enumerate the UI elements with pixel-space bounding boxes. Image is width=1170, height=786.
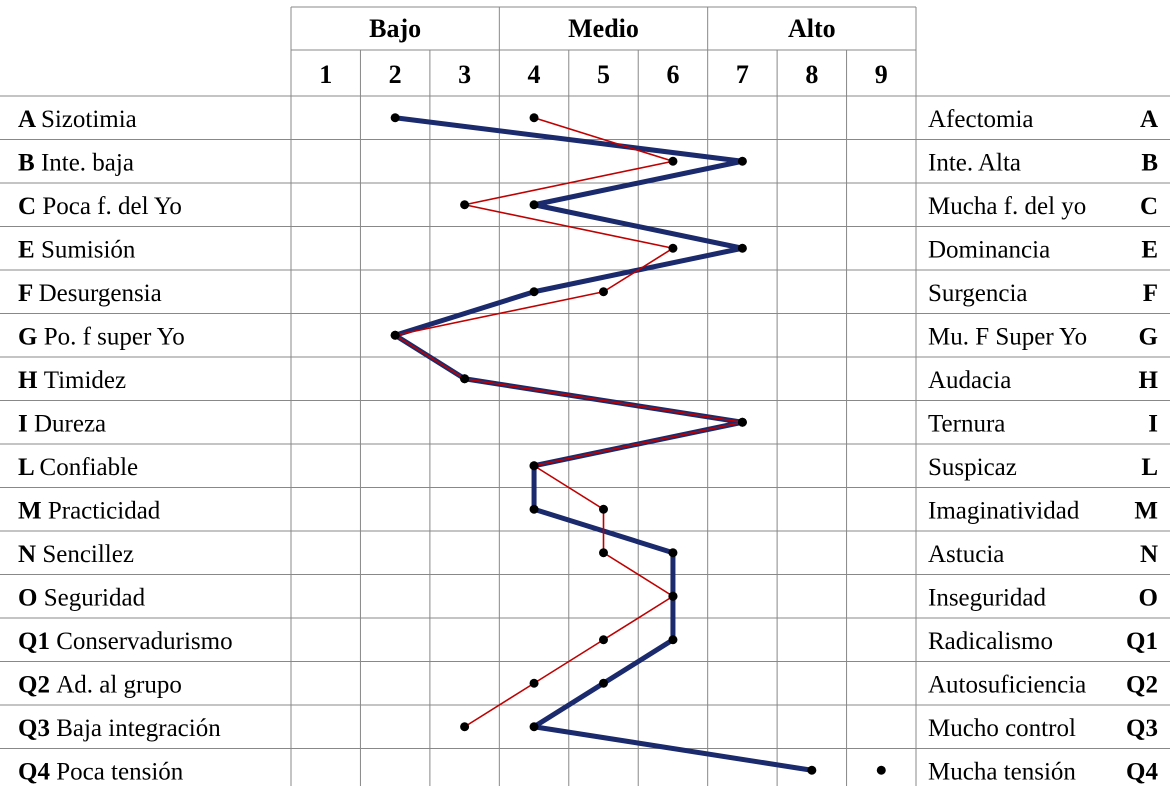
factor-low-label: O Seguridad bbox=[18, 584, 146, 611]
factor-low-label: E Sumisión bbox=[18, 236, 136, 263]
data-point bbox=[737, 243, 747, 253]
data-point bbox=[599, 287, 608, 297]
data-point bbox=[737, 417, 747, 427]
data-point bbox=[390, 113, 400, 123]
factor-high-code: Q2 bbox=[1126, 671, 1158, 698]
data-point bbox=[599, 635, 608, 645]
data-point bbox=[668, 243, 678, 253]
factor-low-label: B Inte. baja bbox=[18, 149, 134, 176]
factor-high-code: Q1 bbox=[1126, 628, 1158, 655]
data-point bbox=[460, 374, 470, 384]
factor-low-label: F Desurgensia bbox=[18, 280, 162, 307]
data-point bbox=[460, 722, 470, 732]
factor-low-label: G Po. f super Yo bbox=[18, 323, 185, 350]
factor-high-code: N bbox=[1140, 541, 1158, 568]
band-label: Alto bbox=[788, 14, 836, 43]
factor-low-label: Q4 Poca tensión bbox=[18, 758, 184, 785]
factor-high-code: Q4 bbox=[1126, 758, 1158, 785]
data-point bbox=[668, 591, 678, 601]
data-point bbox=[668, 635, 678, 645]
left-factor-labels: A Sizotimia B Inte. baja C Poca f. del Yo E… bbox=[18, 106, 233, 786]
factor-low-label: M Practicidad bbox=[18, 497, 161, 524]
factor-high-label: Astucia bbox=[928, 541, 1004, 568]
factor-low-label: Q2 Ad. al grupo bbox=[18, 671, 182, 698]
x-tick-label: 3 bbox=[458, 60, 471, 89]
factor-high-code: E bbox=[1141, 236, 1158, 263]
x-tick-label: 4 bbox=[528, 60, 541, 89]
series-points bbox=[390, 113, 886, 775]
data-point bbox=[529, 722, 539, 732]
data-point bbox=[599, 548, 608, 558]
x-tick-label: 6 bbox=[666, 60, 679, 89]
data-point bbox=[668, 156, 678, 166]
factor-high-code: O bbox=[1139, 584, 1158, 611]
x-tick-label: 5 bbox=[597, 60, 610, 89]
factor-high-label: Surgencia bbox=[928, 280, 1028, 307]
data-point bbox=[668, 548, 678, 558]
factor-high-label: Mucha f. del yo bbox=[928, 193, 1086, 220]
data-point bbox=[529, 287, 539, 297]
factor-high-label: Inseguridad bbox=[928, 584, 1047, 611]
factor-high-label: Imaginatividad bbox=[928, 497, 1080, 524]
factor-high-label: Audacia bbox=[928, 367, 1011, 394]
factor-low-label: I Dureza bbox=[18, 410, 106, 437]
data-point bbox=[737, 156, 747, 166]
factor-high-code: A bbox=[1140, 106, 1158, 133]
factor-high-code: B bbox=[1141, 149, 1158, 176]
data-point bbox=[460, 200, 470, 210]
x-tick-label: 1 bbox=[319, 60, 332, 89]
factor-high-code: G bbox=[1139, 323, 1158, 350]
x-tick-label: 9 bbox=[875, 60, 888, 89]
factor-high-label: Ternura bbox=[928, 410, 1005, 437]
factor-high-label: Mu. F Super Yo bbox=[928, 323, 1087, 350]
band-label: Medio bbox=[568, 14, 639, 43]
factor-high-code: Q3 bbox=[1126, 715, 1158, 742]
factor-high-label: Mucha tensión bbox=[928, 758, 1076, 785]
factor-high-code: H bbox=[1139, 367, 1159, 394]
x-tick-label: 7 bbox=[736, 60, 749, 89]
band-label: Bajo bbox=[369, 14, 421, 43]
factor-high-label: Dominancia bbox=[928, 236, 1050, 263]
factor-low-label: A Sizotimia bbox=[18, 106, 137, 133]
factor-high-code: M bbox=[1134, 497, 1158, 524]
data-point bbox=[529, 504, 539, 514]
x-tick-label: 2 bbox=[389, 60, 402, 89]
factor-high-label: Inte. Alta bbox=[928, 149, 1021, 176]
factor-high-code: L bbox=[1141, 454, 1158, 481]
factor-low-label: H Timidez bbox=[18, 367, 126, 394]
factor-high-label: Suspicaz bbox=[928, 454, 1017, 481]
factor-low-label: Q3 Baja integración bbox=[18, 715, 221, 742]
factor-low-label: Q1 Conservadurismo bbox=[18, 628, 233, 655]
x-tick-label: 8 bbox=[805, 60, 818, 89]
data-point bbox=[876, 765, 886, 775]
factor-high-code: I bbox=[1148, 410, 1158, 437]
data-point bbox=[529, 200, 539, 210]
factor-low-label: C Poca f. del Yo bbox=[18, 193, 182, 220]
data-point bbox=[599, 678, 608, 688]
column-headers: Bajo Medio Alto 1 2 3 4 5 6 7 8 9 bbox=[319, 14, 888, 89]
data-point bbox=[529, 461, 539, 471]
data-point bbox=[529, 113, 539, 123]
data-point bbox=[390, 330, 400, 340]
factor-high-label: Afectomia bbox=[928, 106, 1034, 133]
factor-low-label: N Sencillez bbox=[18, 541, 134, 568]
data-point bbox=[529, 678, 539, 688]
factor-high-label: Autosuficiencia bbox=[928, 671, 1086, 698]
data-point bbox=[599, 504, 608, 514]
factor-high-label: Radicalismo bbox=[928, 628, 1053, 655]
right-factor-labels: Afectomia A Inte. Alta B Mucha f. del yo C Dom… bbox=[928, 106, 1159, 786]
factor-high-label: Mucho control bbox=[928, 715, 1076, 742]
factor-low-label: L Confiable bbox=[18, 454, 138, 481]
factor-high-code: C bbox=[1140, 193, 1158, 220]
data-point bbox=[807, 765, 817, 775]
factor-high-code: F bbox=[1143, 280, 1158, 307]
